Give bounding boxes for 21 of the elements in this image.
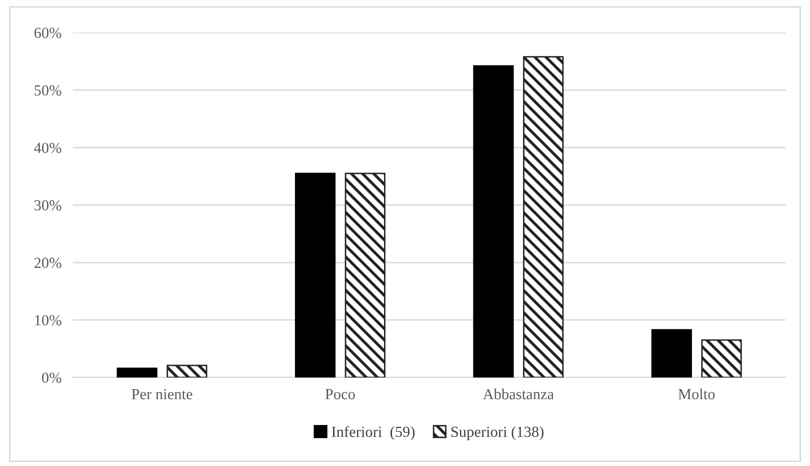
bar: [523, 56, 564, 378]
bar: [473, 65, 514, 378]
x-tick-label: Per niente: [132, 389, 192, 400]
y-tick-label: 50%: [34, 85, 62, 96]
y-tick-label: 20%: [34, 258, 62, 268]
x-tick-label: Abbastanza: [482, 388, 554, 400]
x-tick-label: Molto: [678, 388, 715, 400]
y-tick-label: 60%: [34, 28, 62, 38]
bar: [116, 368, 158, 378]
bar: [166, 364, 208, 378]
legend-label: Inferiori (59): [332, 426, 415, 440]
x-tick-label: Poco: [325, 389, 355, 400]
y-tick-label: 10%: [35, 315, 62, 326]
bar: [344, 172, 386, 378]
y-tick-label: 30%: [34, 200, 62, 211]
bar: [701, 339, 742, 378]
y-tick-label: 0%: [42, 372, 62, 383]
bar: [294, 172, 336, 378]
y-tick-label: 40%: [34, 142, 62, 154]
legend-label: Superiori (138): [451, 426, 544, 440]
bar: [651, 329, 692, 378]
